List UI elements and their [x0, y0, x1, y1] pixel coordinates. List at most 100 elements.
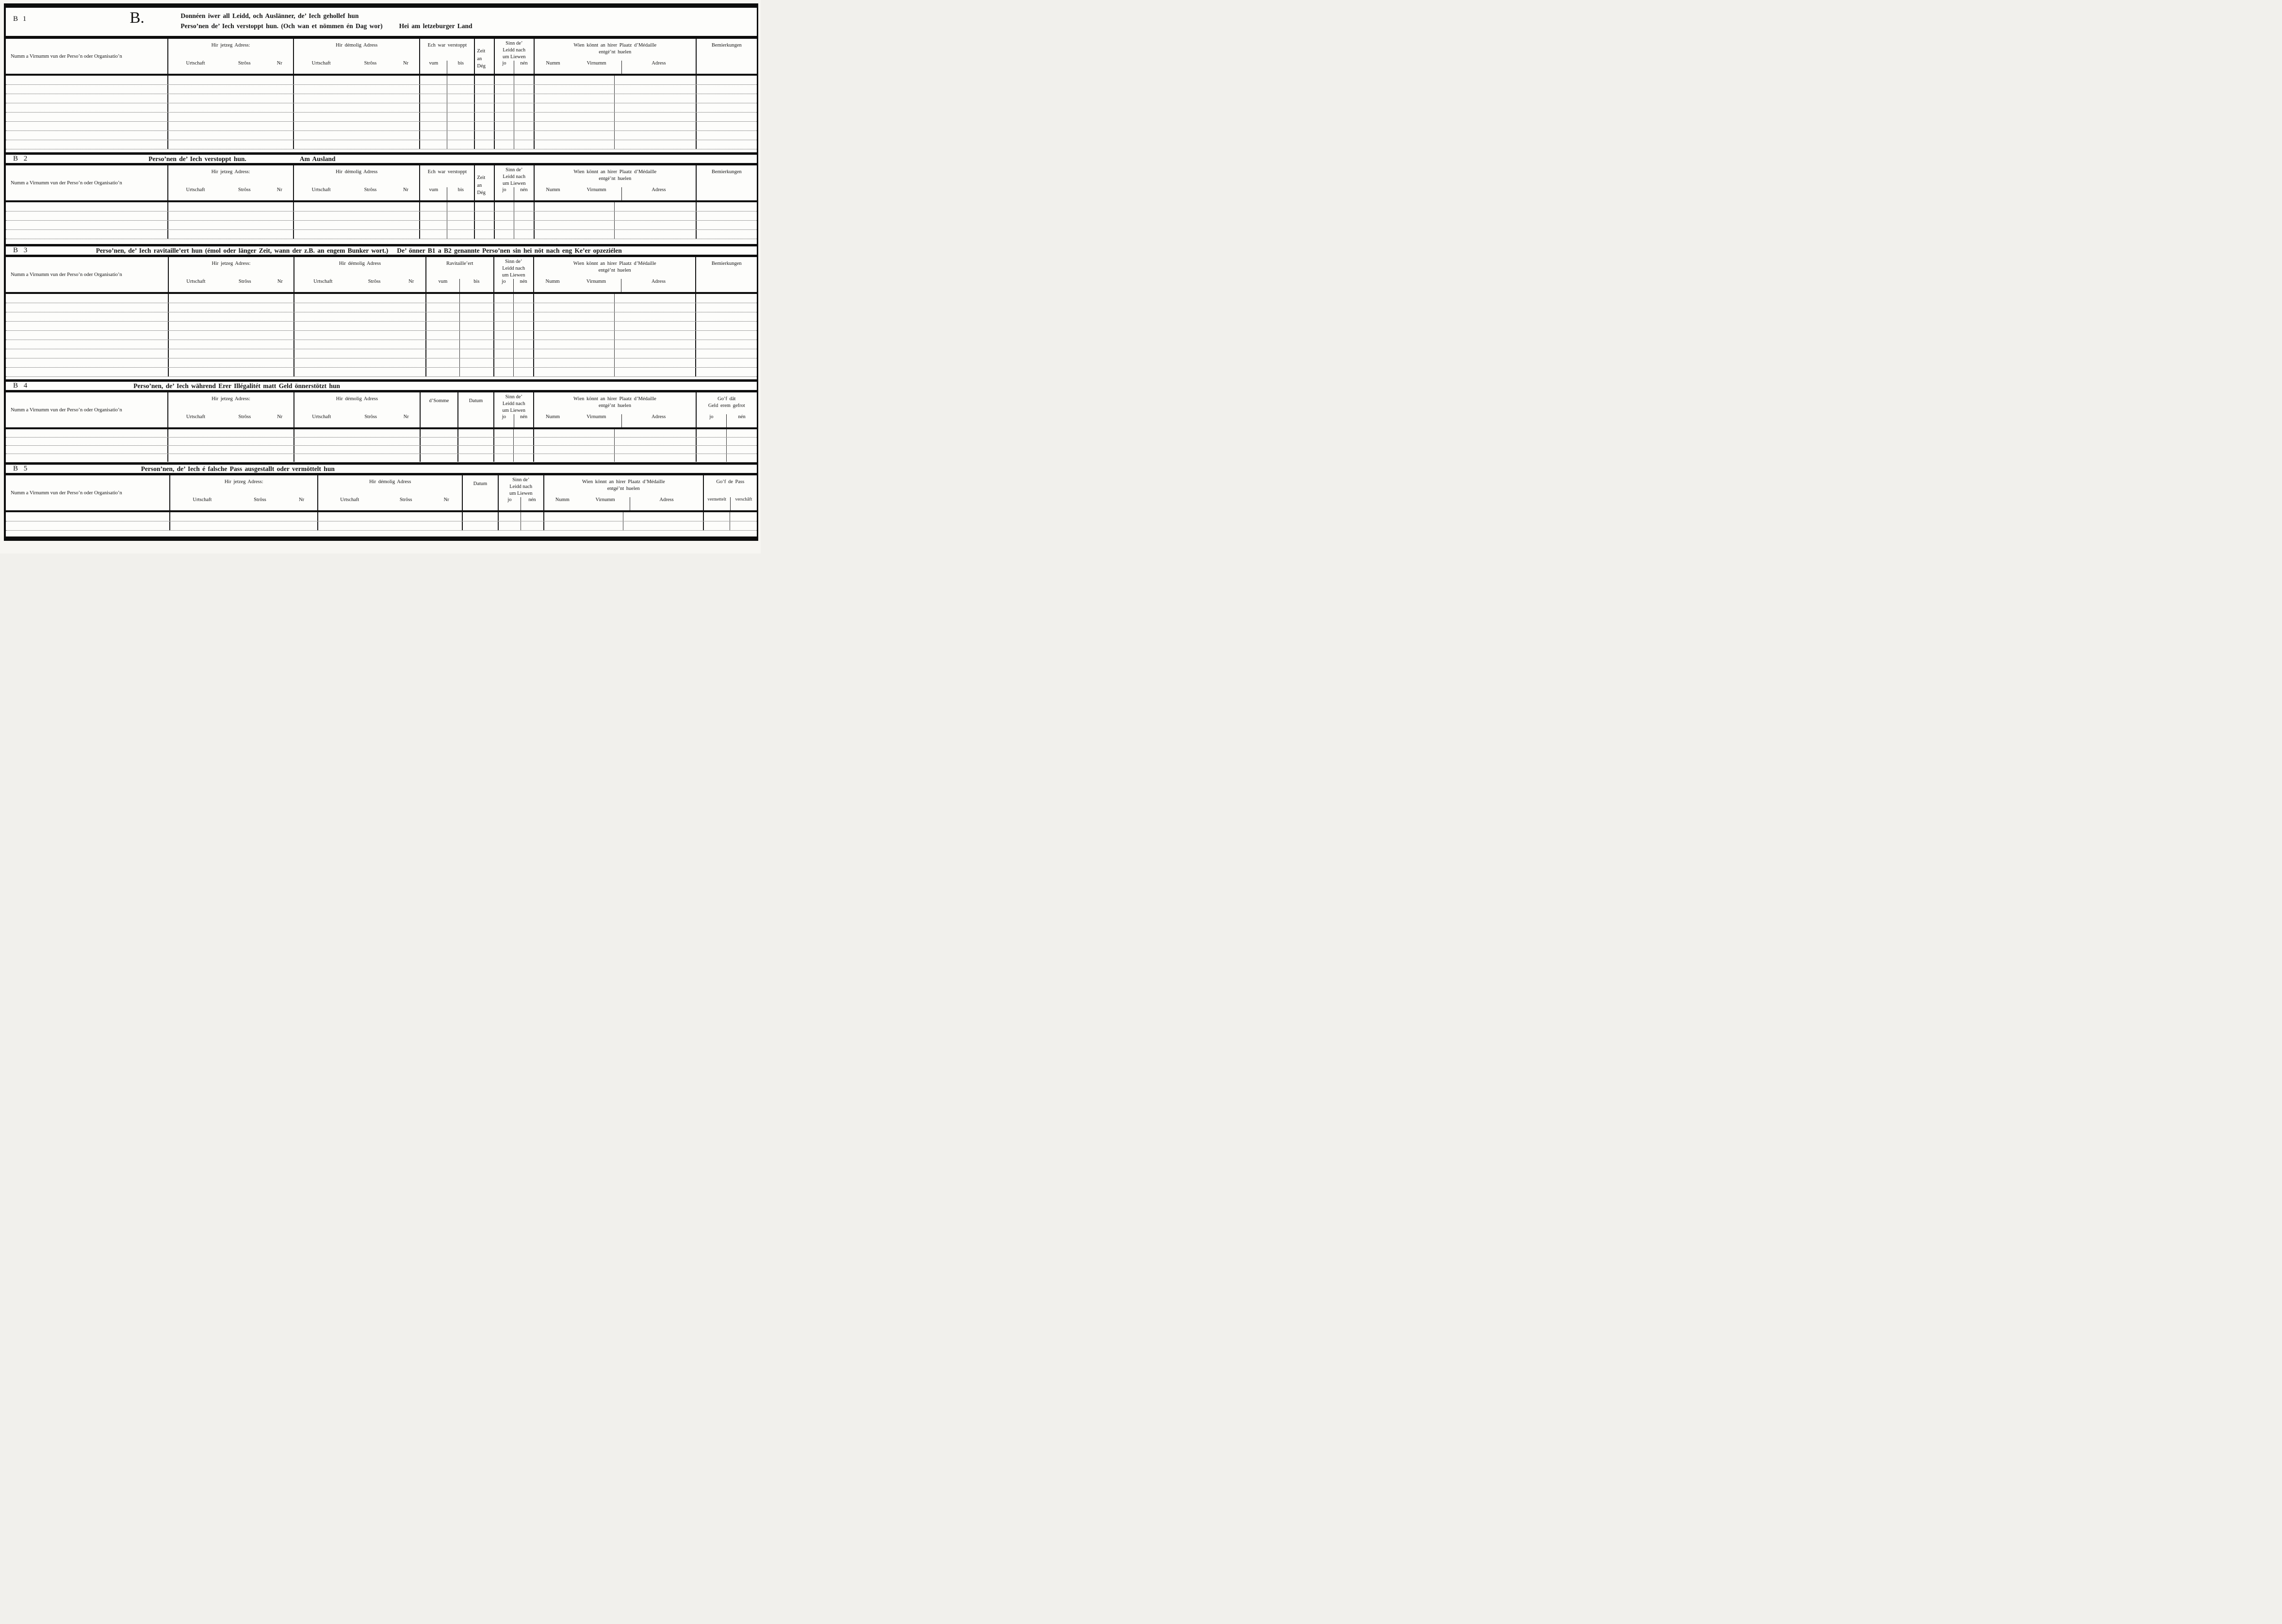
money-reclaimed-line2: Geld erem gefrot [708, 403, 745, 409]
blank-cell [614, 140, 695, 149]
blank-row [6, 349, 757, 358]
blank-cell [726, 429, 757, 437]
blank-cell [167, 294, 293, 303]
blank-cell [614, 94, 695, 103]
blank-cell [169, 512, 318, 521]
zeit-line2: an [477, 56, 482, 62]
blank-cell [446, 211, 474, 220]
blank-cell [493, 454, 513, 462]
medal-recipient-line2: entgé’nt huelen [598, 403, 631, 409]
table-b5-body [6, 512, 757, 536]
blank-row [6, 94, 757, 103]
subcol-stross: Strôss [399, 497, 412, 503]
still-alive-line3: um Liewen [502, 54, 526, 60]
blank-cell [459, 303, 493, 312]
blank-cell [695, 429, 727, 437]
section-b2-title-right: Am Ausland [299, 155, 336, 162]
blank-cell [702, 512, 730, 521]
blank-cell [533, 303, 614, 312]
blank-cell [614, 294, 696, 303]
blank-cell [695, 446, 727, 454]
blank-cell [474, 221, 493, 229]
blank-cell [459, 368, 493, 376]
subcol-virnumm: Virnumm [586, 279, 606, 284]
blank-cell [614, 454, 696, 462]
blank-cell [695, 438, 727, 445]
subcol-stross: Strôss [368, 279, 381, 284]
blank-cell [614, 349, 696, 358]
blank-cell [614, 340, 696, 349]
col-header-former-address: Hir démolig Adress Urtschaft Strôss Nr [293, 392, 420, 427]
blank-cell [446, 131, 474, 140]
blank-cell [6, 76, 167, 84]
subcol-verschaft: verschâft [730, 497, 757, 510]
blank-cell [533, 454, 614, 462]
blank-cell [420, 454, 457, 462]
scanned-form-page: B 1 B. Donnéen iwer all Leidd, och Auslä… [0, 0, 761, 553]
blank-cell [293, 103, 419, 112]
blank-cell [293, 140, 419, 149]
blank-cell [6, 94, 167, 103]
still-alive-line1: Sinn de’ [505, 394, 522, 400]
subcol-virnumm: Virnumm [587, 61, 606, 66]
blank-cell [474, 230, 493, 239]
subcol-bis: bis [447, 187, 474, 200]
subcol-numm: Numm [555, 497, 570, 503]
blank-cell [695, 113, 757, 121]
blank-cell [167, 202, 293, 211]
blank-cell [730, 521, 757, 530]
subcol-numm: Numm [545, 414, 560, 420]
blank-cell [293, 303, 425, 312]
blank-row [6, 140, 757, 149]
blank-cell [493, 322, 513, 330]
blank-cell [167, 312, 293, 321]
blank-cell [614, 438, 696, 445]
blank-cell [6, 312, 168, 321]
blank-cell [493, 340, 513, 349]
blank-cell [513, 331, 533, 340]
col-header-current-address: Hir jetzeg Adress: Urtschaft Strôss Nr [167, 257, 293, 292]
blank-row [6, 358, 757, 368]
subcol-urtschaft: Urtschaft [186, 414, 205, 420]
blank-cell [293, 454, 420, 462]
blank-cell [420, 438, 457, 445]
blank-cell [533, 230, 615, 239]
subcol-nr: Nr [403, 187, 408, 193]
blank-cell [513, 303, 533, 312]
blank-cell [513, 131, 534, 140]
blank-cell [420, 429, 457, 437]
subcol-nr: Nr [403, 414, 409, 420]
blank-cell [293, 94, 419, 103]
blank-cell [726, 454, 757, 462]
blank-cell [293, 312, 425, 321]
blank-cell [614, 76, 695, 84]
blank-cell [167, 454, 293, 462]
medal-recipient-line2: entgé’nt huelen [599, 176, 632, 182]
blank-row [6, 521, 757, 531]
col-header-name: Numm a Virnumm vun der Perso’n oder Orga… [6, 39, 167, 74]
blank-cell [533, 113, 615, 121]
blank-cell [533, 122, 615, 130]
blank-cell [497, 512, 521, 521]
blank-cell [695, 103, 757, 112]
col-header-medal-recipient: Wien könnt an hirer Plaatz d’Médaille en… [533, 39, 696, 74]
blank-row [6, 340, 757, 349]
col-header-name-label: Numm a Virnumm vun der Perso’n oder Orga… [11, 180, 122, 186]
supplied-label: Ravitaille’ert [446, 261, 473, 266]
subcol-urtschaft: Urtschaft [186, 61, 205, 66]
col-header-former-address: Hir démolig Adress Urtschaft Strôss Nr [317, 475, 462, 510]
subcol-adress: Adress [621, 414, 696, 427]
subcol-nr: Nr [277, 187, 282, 193]
col-header-amount: d’Somme [420, 392, 457, 427]
still-alive-line3: um Liewen [502, 407, 525, 413]
blank-cell [446, 230, 474, 239]
form-title-line1: Donnéen iwer all Leidd, och Auslänner, d… [180, 12, 359, 19]
blank-cell [446, 76, 474, 84]
former-address-label: Hir démolig Adress [339, 261, 381, 266]
col-header-remarks: Bemierkungen [695, 257, 757, 292]
col-header-name-label: Numm a Virnumm vun der Perso’n oder Orga… [11, 407, 122, 413]
section-b1-label: B 1 [13, 15, 28, 23]
subcol-vum: vum [429, 187, 439, 193]
blank-cell [293, 368, 425, 376]
blank-cell [493, 349, 513, 358]
